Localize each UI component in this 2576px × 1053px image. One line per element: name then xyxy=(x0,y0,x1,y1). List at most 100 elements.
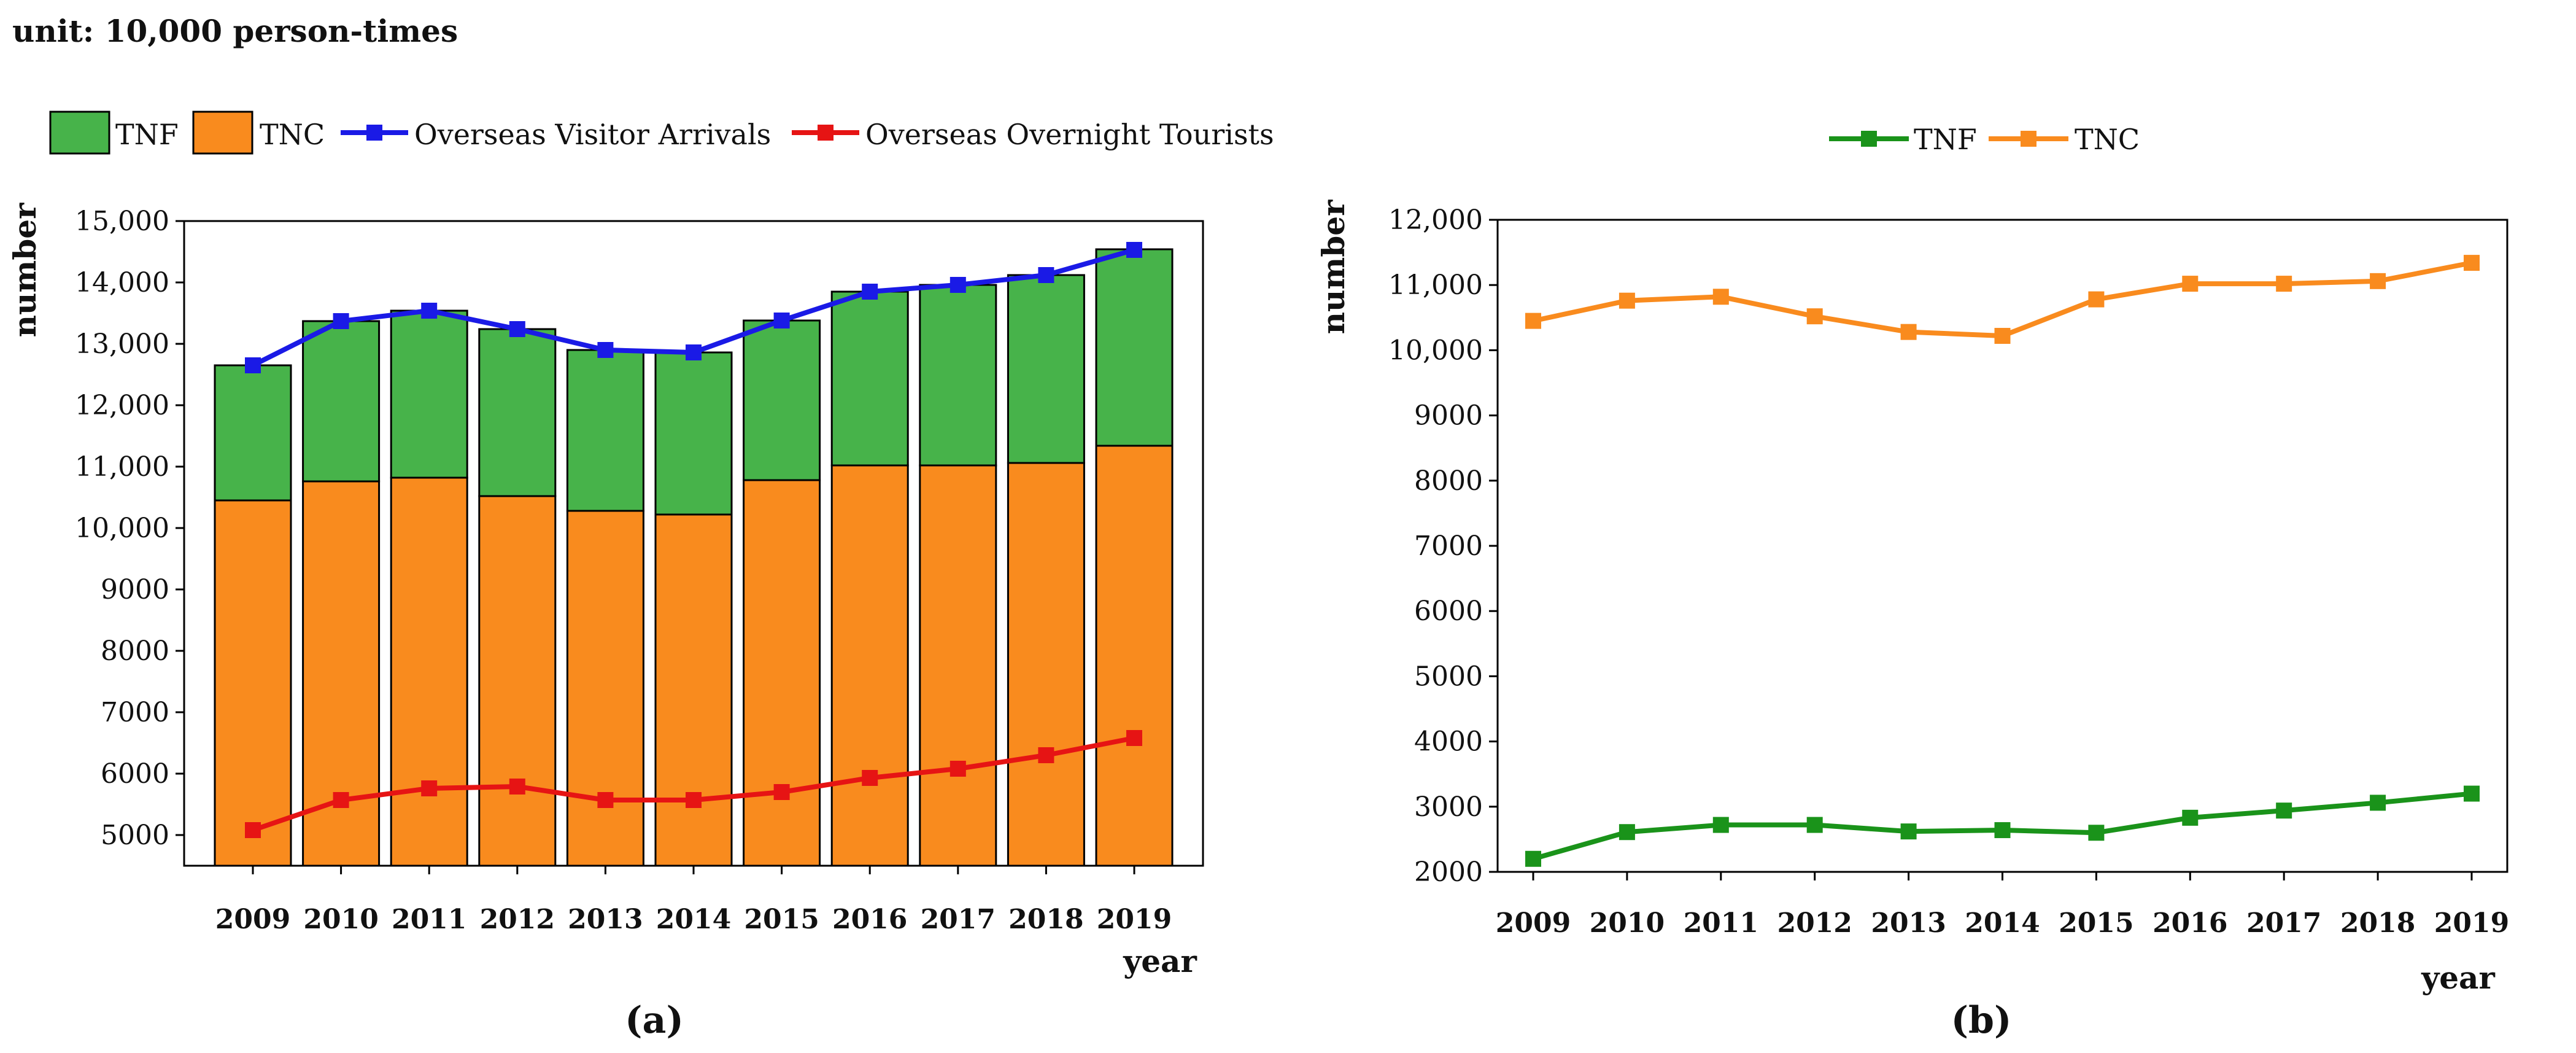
plot-frame-b xyxy=(1496,219,2508,873)
plot-frame-a xyxy=(183,220,1204,867)
point-a-overseas-overnight-tourists-2018 xyxy=(1038,747,1054,763)
bar-tnc-2011 xyxy=(390,476,468,867)
x-tick-label-a-2018: 2018 xyxy=(1008,904,1083,935)
x-tick-label-a-2012: 2012 xyxy=(480,904,555,935)
y-tick-label-b-12000: 12,000 xyxy=(1388,204,1483,236)
bar-tnf-2014 xyxy=(654,351,733,516)
point-a-overseas-overnight-tourists-2017 xyxy=(950,761,966,777)
legend-b: TNF TNC xyxy=(1829,123,2140,156)
point-b-tnf-2009 xyxy=(1525,850,1541,867)
bar-tnc-2012 xyxy=(478,495,557,867)
point-b-tnc-2014 xyxy=(1994,328,2011,344)
y-tick-label-a-12000: 12,000 xyxy=(75,390,169,421)
point-b-tnc-2010 xyxy=(1619,292,1635,309)
bar-tnf-2013 xyxy=(566,349,644,512)
point-a-overseas-overnight-tourists-2016 xyxy=(862,770,878,786)
legend-b-tnf-label: TNF xyxy=(1914,123,1977,156)
bar-tnc-2019 xyxy=(1095,445,1174,867)
legend-a-tnc-label: TNC xyxy=(260,118,325,151)
y-tick-label-b-5000: 5000 xyxy=(1414,661,1483,692)
point-a-overseas-overnight-tourists-2014 xyxy=(686,792,702,808)
point-b-tnf-2015 xyxy=(2088,825,2105,841)
x-tick-label-a-2011: 2011 xyxy=(392,904,466,935)
y-tick-label-a-15000: 15,000 xyxy=(75,206,169,237)
y-tick-label-b-9000: 9000 xyxy=(1414,400,1483,432)
point-b-tnf-2011 xyxy=(1712,817,1729,833)
bar-tnf-2019 xyxy=(1095,248,1174,447)
y-tick-label-b-11000: 11,000 xyxy=(1388,270,1483,301)
y-tick-label-a-7000: 7000 xyxy=(101,697,169,728)
point-a-overseas-overnight-tourists-2010 xyxy=(333,792,349,808)
bar-tnf-2018 xyxy=(1007,274,1085,464)
y-tick-label-b-3000: 3000 xyxy=(1414,791,1483,823)
caption-b: (b) xyxy=(1951,999,2012,1042)
point-b-tnf-2013 xyxy=(1900,823,1917,840)
y-tick-label-a-5000: 5000 xyxy=(101,820,169,851)
bar-tnf-2016 xyxy=(830,290,909,467)
y-tick-label-b-7000: 7000 xyxy=(1414,530,1483,562)
bar-tnf-2012 xyxy=(478,328,557,497)
x-tick-label-b-2009: 2009 xyxy=(1496,907,1571,939)
bar-tnc-2015 xyxy=(743,479,821,867)
legend-a-tnc-swatch xyxy=(192,111,253,155)
legend-b-tnc-label: TNC xyxy=(2075,123,2140,156)
bar-tnc-2017 xyxy=(919,464,997,867)
x-tick-label-b-2012: 2012 xyxy=(1777,907,1852,939)
point-a-overseas-visitor-arrivals-2011 xyxy=(421,303,438,319)
x-tick-label-b-2011: 2011 xyxy=(1684,907,1758,939)
legend-a-tnf-label: TNF xyxy=(115,118,179,151)
bar-tnc-2018 xyxy=(1007,462,1085,867)
bar-tnf-2015 xyxy=(743,319,821,481)
point-a-overseas-visitor-arrivals-2015 xyxy=(773,313,790,328)
legend-a-tnf-swatch xyxy=(49,111,110,155)
y-tick-label-b-4000: 4000 xyxy=(1414,726,1483,758)
x-tick-label-a-2014: 2014 xyxy=(656,904,731,935)
point-a-overseas-overnight-tourists-2015 xyxy=(773,784,790,800)
legend-a-oot-marker xyxy=(818,125,834,141)
y-axis-label-a: number xyxy=(7,203,43,337)
y-tick-label-b-2000: 2000 xyxy=(1414,857,1483,888)
point-a-overseas-overnight-tourists-2009 xyxy=(245,822,261,838)
caption-a: (a) xyxy=(625,999,684,1042)
point-a-overseas-visitor-arrivals-2013 xyxy=(597,342,614,358)
point-a-overseas-visitor-arrivals-2019 xyxy=(1126,242,1142,258)
point-a-overseas-overnight-tourists-2011 xyxy=(421,780,438,796)
point-b-tnf-2019 xyxy=(2464,785,2480,802)
point-b-tnc-2017 xyxy=(2276,276,2292,292)
legend-b-tnf-marker xyxy=(1861,131,1877,147)
legend-a: TNF TNC Overseas Visitor Arrivals Overse… xyxy=(49,111,1274,155)
point-b-tnf-2018 xyxy=(2370,795,2386,811)
point-a-overseas-overnight-tourists-2019 xyxy=(1126,730,1142,746)
bar-tnc-2009 xyxy=(214,499,292,867)
bar-tnc-2014 xyxy=(654,513,733,867)
point-a-overseas-visitor-arrivals-2012 xyxy=(509,321,525,337)
point-b-tnc-2015 xyxy=(2088,291,2105,308)
point-b-tnf-2016 xyxy=(2182,809,2199,826)
point-a-overseas-visitor-arrivals-2014 xyxy=(686,344,702,360)
x-tick-label-a-2013: 2013 xyxy=(568,904,643,935)
y-tick-label-b-10000: 10,000 xyxy=(1388,335,1483,366)
point-a-overseas-visitor-arrivals-2018 xyxy=(1038,267,1054,283)
x-axis-label-a: year xyxy=(1123,943,1197,979)
x-tick-label-a-2016: 2016 xyxy=(832,904,907,935)
y-tick-label-a-10000: 10,000 xyxy=(75,513,169,544)
point-b-tnf-2014 xyxy=(1994,822,2011,839)
point-b-tnc-2016 xyxy=(2182,276,2199,292)
legend-a-ova-marker xyxy=(366,125,382,141)
bar-tnf-2011 xyxy=(390,309,468,479)
x-tick-label-b-2018: 2018 xyxy=(2340,907,2415,939)
point-b-tnc-2019 xyxy=(2464,255,2480,271)
y-tick-label-a-8000: 8000 xyxy=(101,635,169,667)
x-tick-label-b-2016: 2016 xyxy=(2152,907,2227,939)
bar-tnf-2009 xyxy=(214,364,292,502)
x-tick-label-b-2013: 2013 xyxy=(1871,907,1946,939)
x-axis-label-b: year xyxy=(2421,960,2495,996)
x-tick-label-a-2019: 2019 xyxy=(1097,904,1172,935)
y-tick-label-b-6000: 6000 xyxy=(1414,596,1483,627)
legend-b-tnc-marker xyxy=(2021,131,2036,147)
x-tick-label-b-2015: 2015 xyxy=(2059,907,2133,939)
line-b-tnc xyxy=(1533,260,2472,339)
y-axis-label-b: number xyxy=(1315,200,1352,334)
y-tick-label-a-13000: 13,000 xyxy=(75,328,169,360)
point-b-tnf-2010 xyxy=(1619,824,1635,841)
